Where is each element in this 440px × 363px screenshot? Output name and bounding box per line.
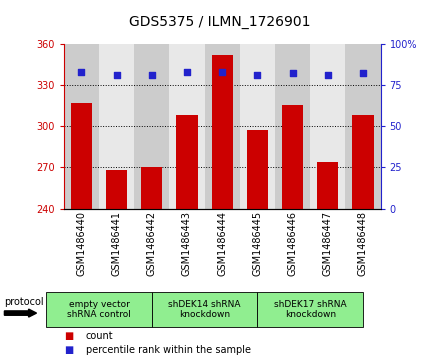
Text: ■: ■ [64, 345, 73, 355]
Point [78, 69, 85, 74]
Bar [282, 106, 303, 209]
Point [113, 72, 120, 78]
Text: empty vector
shRNA control: empty vector shRNA control [67, 300, 131, 319]
Point [219, 69, 226, 74]
Point [359, 70, 367, 76]
Bar [345, 44, 381, 209]
Text: GSM1486445: GSM1486445 [253, 211, 262, 276]
Point [324, 72, 331, 78]
Bar [71, 103, 92, 209]
Bar [247, 130, 268, 209]
Text: shDEK14 shRNA
knockdown: shDEK14 shRNA knockdown [169, 300, 241, 319]
Point [289, 70, 296, 76]
Bar [310, 44, 345, 209]
Bar [64, 44, 99, 209]
Text: count: count [86, 331, 114, 341]
Bar [106, 170, 127, 209]
Bar [169, 44, 205, 209]
Text: GSM1486446: GSM1486446 [288, 211, 297, 276]
Bar [205, 44, 240, 209]
Bar [240, 44, 275, 209]
Text: GSM1486447: GSM1486447 [323, 211, 333, 276]
Bar [352, 115, 374, 209]
Text: GSM1486448: GSM1486448 [358, 211, 368, 276]
Bar [134, 44, 169, 209]
Text: protocol: protocol [4, 297, 44, 307]
Text: GSM1486443: GSM1486443 [182, 211, 192, 276]
Bar [176, 115, 198, 209]
Point [148, 72, 155, 78]
Text: GSM1486444: GSM1486444 [217, 211, 227, 276]
Text: GSM1486442: GSM1486442 [147, 211, 157, 276]
Bar [275, 44, 310, 209]
Text: ■: ■ [64, 331, 73, 341]
Text: GSM1486441: GSM1486441 [112, 211, 121, 276]
Point [183, 69, 191, 74]
Bar [317, 162, 338, 209]
Point [254, 72, 261, 78]
Text: GDS5375 / ILMN_1726901: GDS5375 / ILMN_1726901 [129, 15, 311, 29]
Text: shDEK17 shRNA
knockdown: shDEK17 shRNA knockdown [274, 300, 347, 319]
Bar [212, 54, 233, 209]
Text: percentile rank within the sample: percentile rank within the sample [86, 345, 251, 355]
Text: GSM1486440: GSM1486440 [77, 211, 86, 276]
Bar [99, 44, 134, 209]
Bar [141, 167, 162, 209]
